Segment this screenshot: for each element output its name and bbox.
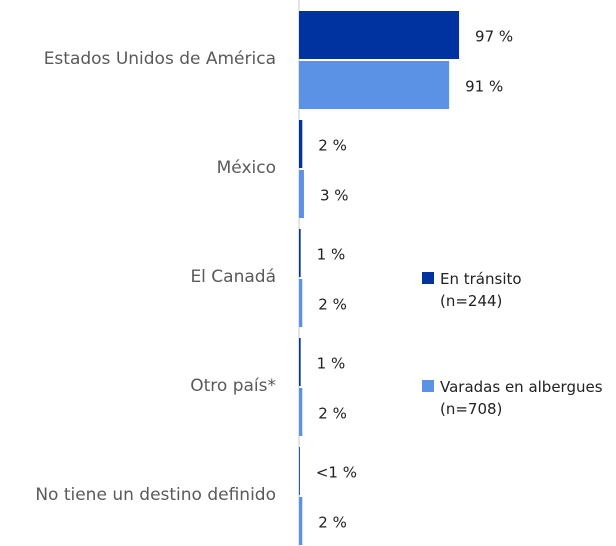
category-label: No tiene un destino definido xyxy=(35,485,276,505)
bar xyxy=(299,338,301,386)
bar xyxy=(299,497,303,545)
bar xyxy=(299,229,301,277)
legend-line: En tránsito xyxy=(440,270,522,288)
bar xyxy=(299,120,303,168)
value-label: 3 % xyxy=(320,187,349,205)
category-label: Estados Unidos de América xyxy=(44,49,276,69)
legend-label: En tránsito (n=244) xyxy=(440,270,522,310)
legend-swatch xyxy=(422,380,434,392)
value-label: <1 % xyxy=(316,464,357,482)
legend-line: (n=708) xyxy=(440,399,502,417)
bar xyxy=(299,388,303,436)
legend-label: Varadas en albergues (n=708) xyxy=(440,378,603,418)
category-label: Otro país* xyxy=(190,376,276,396)
bar xyxy=(299,11,460,59)
value-label: 1 % xyxy=(317,246,346,264)
legend-line: (n=244) xyxy=(440,291,502,309)
bar xyxy=(299,61,450,109)
value-label: 1 % xyxy=(317,355,346,373)
bar xyxy=(299,447,300,495)
value-label: 2 % xyxy=(318,137,347,155)
bar xyxy=(299,170,304,218)
bar xyxy=(299,279,303,327)
category-label: México xyxy=(217,158,276,178)
legend-line: Varadas en albergues xyxy=(440,378,603,396)
value-label: 2 % xyxy=(318,405,347,423)
value-label: 97 % xyxy=(475,28,513,46)
value-label: 2 % xyxy=(318,296,347,314)
legend-swatch xyxy=(422,272,434,284)
value-label: 2 % xyxy=(318,514,347,532)
category-label: El Canadá xyxy=(190,267,276,287)
value-label: 91 % xyxy=(465,78,503,96)
